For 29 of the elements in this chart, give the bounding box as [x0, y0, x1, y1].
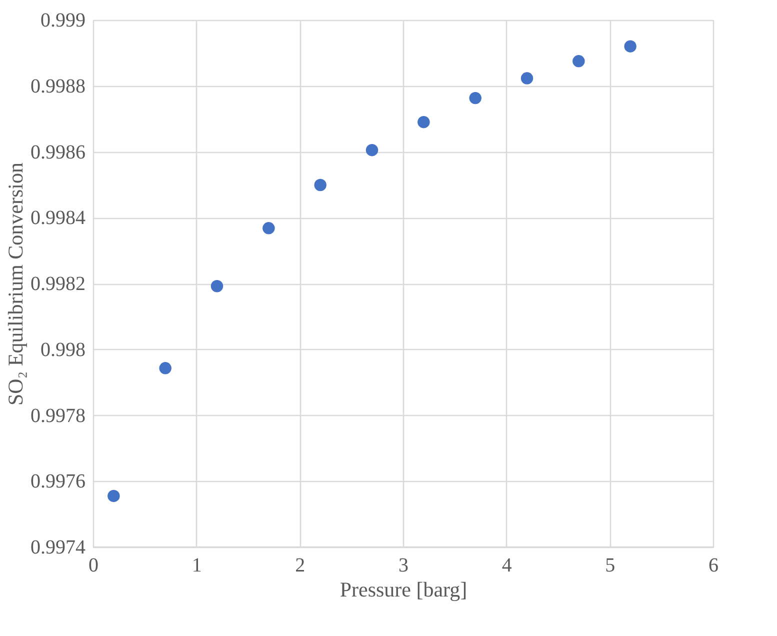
y-tick-label: 0.9974	[30, 536, 86, 558]
x-axis-title: Pressure [barg]	[340, 578, 468, 602]
y-tick-label: 0.998	[40, 338, 86, 361]
point	[572, 55, 585, 68]
point	[624, 40, 636, 52]
y-tick-label: 0.9978	[30, 404, 86, 427]
y-axis-title: SO₂ Equilibrium Conversion	[4, 162, 28, 406]
point	[210, 280, 224, 292]
y-tick-label: 0.9976	[30, 470, 86, 493]
x-tick-label: 3	[398, 554, 408, 576]
x-tick-label: 2	[295, 554, 306, 576]
y-tick-label: 0.9984	[30, 207, 86, 230]
y-tick-label: 0.9988	[30, 75, 86, 98]
x-tick-label: 5	[605, 554, 616, 576]
y-tick-label: 0.999	[40, 10, 86, 32]
x-tick-label: 1	[192, 554, 202, 576]
point	[108, 490, 120, 502]
point	[314, 178, 326, 192]
point	[159, 362, 172, 374]
point	[469, 92, 482, 104]
x-tick-label: 6	[708, 554, 718, 576]
x-tick-label: 0	[88, 554, 98, 576]
point	[418, 116, 430, 128]
y-tick-label: 0.9982	[30, 273, 86, 295]
point	[520, 72, 534, 84]
point	[366, 144, 378, 156]
x-tick-label: 4	[502, 554, 512, 576]
y-tick-label: 0.9986	[30, 141, 86, 164]
point	[262, 222, 275, 234]
